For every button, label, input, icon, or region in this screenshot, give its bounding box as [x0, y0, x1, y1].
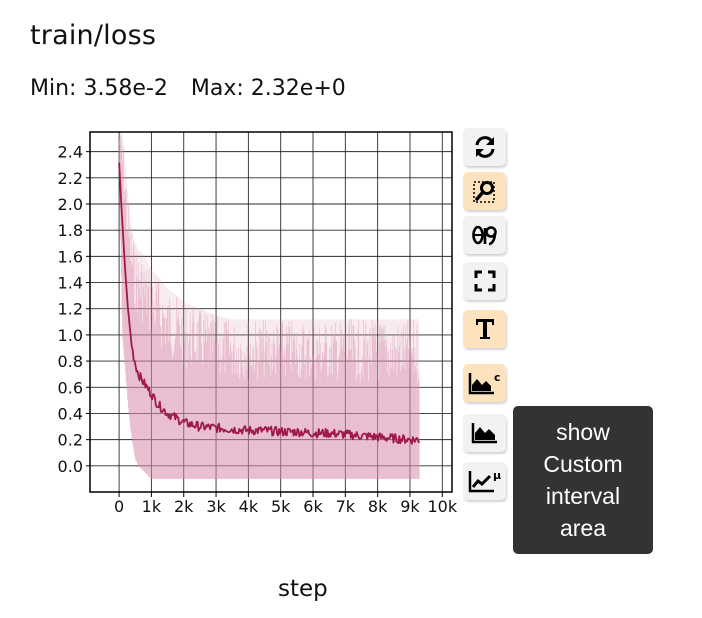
x-axis-ticks: 0 1k 2k 3k 4k 5k 6k 7k 8k 9k 10k — [114, 492, 458, 516]
y-tick-label: 1.0 — [58, 326, 83, 345]
area-chart-icon — [471, 423, 497, 444]
custom-interval-area-icon: c — [468, 371, 501, 395]
y-axis-ticks: 0.0 0.2 0.4 0.6 0.8 1.0 1.2 1.4 1.6 1.8 2.0 2.2 2.4 — [58, 143, 90, 476]
y-tick-label: 0.8 — [58, 352, 83, 371]
x-tick-label: 3k — [206, 497, 226, 516]
y-tick-label: 2.2 — [58, 169, 83, 188]
smoothing-mu-icon: μ — [468, 469, 501, 493]
y-tick-label: 2.4 — [58, 143, 83, 162]
interval-band-layer — [118, 132, 420, 479]
svg-text:c: c — [494, 371, 501, 384]
min-max-stats: Min: 3.58e-2 Max: 2.32e+0 — [30, 76, 362, 101]
interval-band — [119, 132, 420, 479]
y-tick-label: 1.6 — [58, 247, 83, 266]
max-value: Max: 2.32e+0 — [190, 76, 346, 101]
x-tick-label: 5k — [271, 497, 291, 516]
area-chart-button[interactable] — [463, 414, 506, 452]
tooltip-line: show — [556, 419, 610, 445]
y-tick-label: 0.0 — [58, 457, 83, 476]
zoom-select-button[interactable] — [463, 172, 506, 210]
text-T-icon — [475, 319, 494, 339]
tooltip-line: interval — [545, 483, 621, 509]
x-tick-label: 10k — [427, 497, 457, 516]
x-tick-label: 0 — [114, 497, 124, 516]
svg-text:μ: μ — [493, 469, 501, 482]
y-tick-label: 0.4 — [58, 404, 83, 423]
tooltip: show Custom interval area — [513, 406, 653, 554]
y-tick-label: 1.4 — [58, 274, 83, 293]
x-tick-label: 8k — [368, 497, 388, 516]
min-value: Min: 3.58e-2 — [30, 76, 168, 101]
x-tick-label: 6k — [303, 497, 323, 516]
x-tick-label: 9k — [400, 497, 420, 516]
zoom-select-icon — [472, 181, 495, 203]
chart-grid — [90, 132, 452, 492]
log-scale-icon — [471, 225, 497, 246]
y-tick-label: 2.0 — [58, 195, 83, 214]
fullscreen-icon — [474, 270, 495, 292]
x-tick-label: 4k — [239, 497, 259, 516]
tooltip-line: area — [559, 515, 607, 541]
x-axis-label: step — [278, 576, 328, 602]
fullscreen-button[interactable] — [463, 262, 506, 300]
chart-title: train/loss — [30, 20, 157, 51]
series-line-layer — [118, 162, 420, 445]
text-toggle-button[interactable] — [463, 310, 506, 348]
x-tick-label: 2k — [174, 497, 194, 516]
tooltip-line: Custom — [543, 451, 623, 477]
loss-line — [118, 162, 420, 445]
plot-frame — [89, 131, 453, 493]
refresh-icon — [475, 136, 494, 158]
y-tick-label: 0.6 — [58, 378, 83, 397]
y-tick-label: 1.2 — [58, 300, 83, 319]
log-scale-button[interactable] — [463, 216, 506, 254]
smoothing-button[interactable]: μ — [463, 462, 506, 500]
refresh-button[interactable] — [463, 128, 506, 166]
x-tick-label: 1k — [142, 497, 162, 516]
y-tick-label: 0.2 — [58, 431, 83, 450]
custom-interval-area-button[interactable]: c — [463, 364, 506, 402]
x-tick-label: 7k — [336, 497, 356, 516]
y-tick-label: 1.8 — [58, 221, 83, 240]
